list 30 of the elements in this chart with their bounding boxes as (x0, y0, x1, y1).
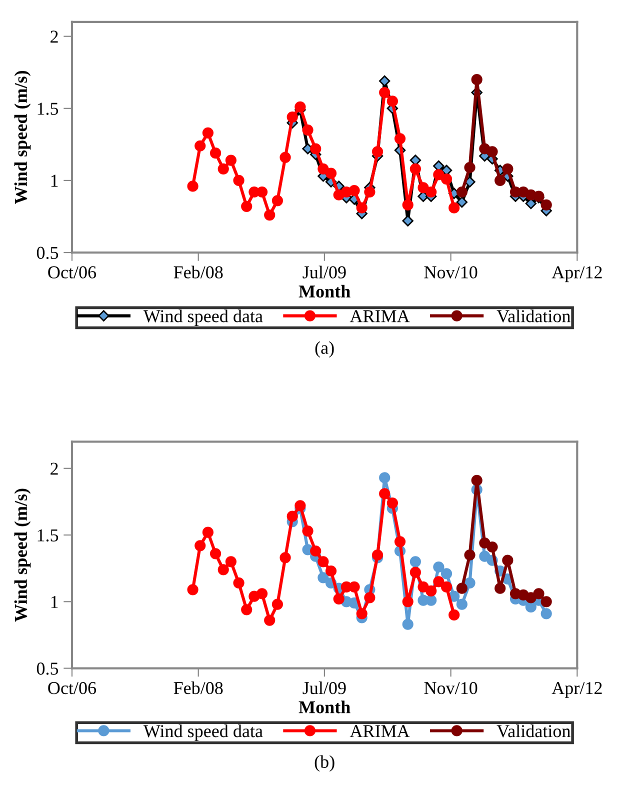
text: (a) (315, 341, 334, 358)
x-tick-label: Feb/08 (174, 681, 223, 694)
y-tick-label: 1 (51, 596, 58, 608)
y-tick-label: 2 (50, 462, 58, 475)
y-tick-label: 1.5 (38, 102, 58, 115)
x-tick-label: Oct/06 (48, 266, 96, 278)
x-axis-title: Month (298, 700, 350, 714)
x-tick-label: Feb/08 (174, 266, 223, 278)
legend-label: Validation (496, 310, 570, 322)
text: (b) (314, 755, 334, 772)
legend-label: Wind speed data (143, 310, 263, 326)
y-axis-title: Wind speed (m/s) (14, 70, 31, 204)
x-tick-label: Nov/10 (424, 682, 478, 694)
x-tick-label: Jul/09 (302, 266, 346, 278)
x-tick-label: Apr/12 (552, 682, 602, 698)
y-tick-label: 2 (50, 30, 58, 43)
x-axis-title: Month (298, 284, 350, 298)
y-tick-label: 1.5 (38, 529, 58, 542)
x-tick-label: Oct/06 (48, 682, 96, 694)
x-tick-label: Nov/10 (424, 266, 478, 278)
y-axis-title: Wind speed (m/s) (14, 488, 31, 622)
y-tick-label: 0.5 (36, 662, 58, 675)
y-tick-label: 1 (51, 174, 58, 187)
legend-label: Wind speed data (143, 724, 263, 741)
x-tick-label: Jul/09 (302, 681, 346, 694)
legend-label: ARIMA (350, 725, 410, 738)
y-tick-label: 0.5 (36, 246, 58, 260)
legend-label: ARIMA (350, 310, 410, 322)
x-tick-label: Apr/12 (552, 266, 602, 282)
legend-label: Validation (496, 724, 570, 738)
